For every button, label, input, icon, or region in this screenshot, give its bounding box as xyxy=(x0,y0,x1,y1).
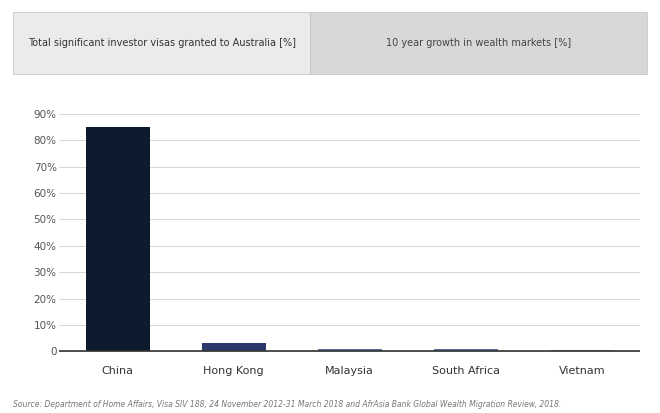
Bar xyxy=(318,349,381,351)
Text: 10 year growth in wealth markets [%]: 10 year growth in wealth markets [%] xyxy=(386,38,571,48)
Bar xyxy=(202,344,266,351)
Text: Source: Department of Home Affairs, Visa SIV 188, 24 November 2012-31 March 2018: Source: Department of Home Affairs, Visa… xyxy=(13,400,562,409)
Bar xyxy=(550,350,614,351)
Text: Total significant investor visas granted to Australia [%]: Total significant investor visas granted… xyxy=(28,38,296,48)
Bar xyxy=(434,349,498,351)
Bar xyxy=(86,127,150,351)
